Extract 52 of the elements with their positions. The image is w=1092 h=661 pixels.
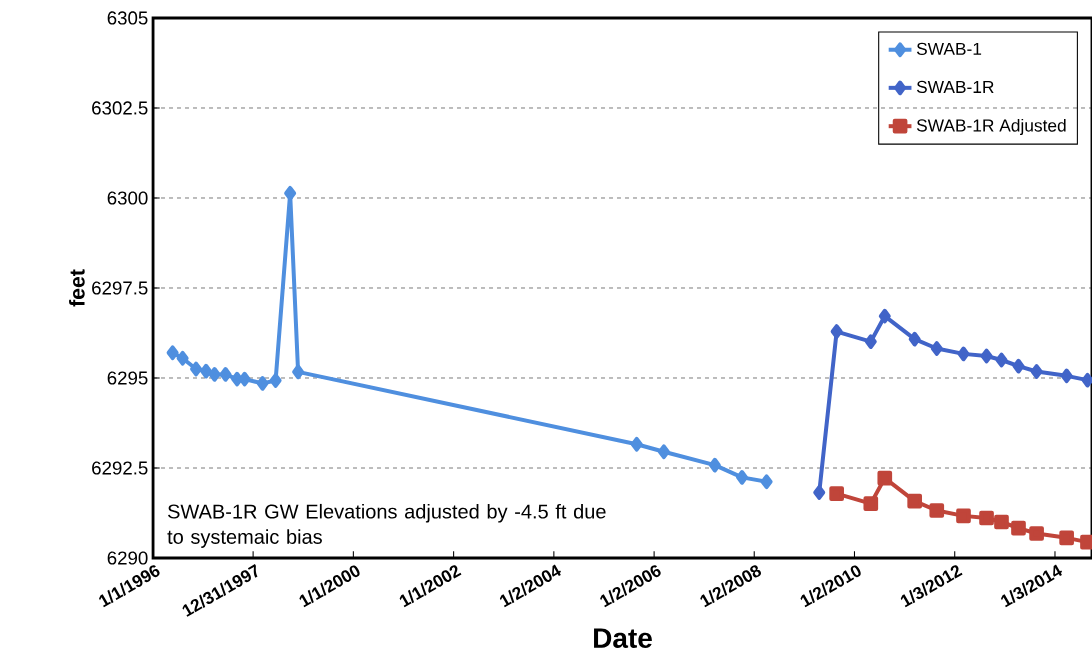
point bbox=[995, 352, 1008, 368]
point bbox=[1030, 364, 1043, 379]
point bbox=[930, 341, 943, 356]
point bbox=[1029, 526, 1044, 541]
legend-label: SWAB-1 bbox=[916, 42, 982, 55]
point bbox=[907, 493, 923, 509]
point bbox=[190, 361, 203, 377]
point bbox=[929, 503, 945, 518]
annotation: SWAB-1R GW Elevations adjusted by -4.5 ft due to systemaic bias bbox=[167, 503, 606, 548]
point bbox=[957, 346, 970, 362]
point bbox=[1060, 368, 1073, 384]
point bbox=[878, 308, 891, 324]
point bbox=[657, 444, 670, 460]
point bbox=[864, 334, 877, 349]
y-axis-title: feet bbox=[69, 269, 85, 307]
point bbox=[166, 345, 179, 361]
point bbox=[630, 436, 643, 452]
point bbox=[980, 348, 993, 364]
point bbox=[200, 363, 213, 379]
point bbox=[238, 371, 251, 387]
point bbox=[736, 470, 749, 485]
point bbox=[1012, 358, 1025, 374]
y-tick-label: 6290 bbox=[107, 551, 148, 565]
point bbox=[708, 457, 721, 473]
point bbox=[994, 514, 1009, 530]
point bbox=[760, 474, 773, 490]
legend-label: SWAB-1R Adjusted bbox=[916, 118, 1066, 136]
point bbox=[1059, 530, 1074, 546]
point bbox=[956, 508, 971, 524]
y-tick-label: 6295 bbox=[107, 371, 148, 385]
point bbox=[269, 373, 282, 388]
point bbox=[176, 350, 189, 366]
y-tick-label: 6300 bbox=[107, 191, 148, 205]
point bbox=[219, 367, 232, 382]
point bbox=[979, 510, 994, 526]
point bbox=[829, 486, 844, 501]
point bbox=[863, 496, 879, 511]
y-tick-label: 6297.5 bbox=[92, 281, 148, 295]
point bbox=[256, 376, 269, 391]
point bbox=[813, 485, 826, 500]
point bbox=[830, 324, 843, 339]
point bbox=[1011, 520, 1026, 536]
y-tick-label: 6305 bbox=[107, 11, 148, 25]
point bbox=[284, 185, 297, 201]
y-tick-label: 6292.5 bbox=[92, 461, 148, 475]
y-tick-label: 6302.5 bbox=[92, 101, 148, 115]
point bbox=[208, 367, 221, 382]
x-axis-title: Date bbox=[594, 628, 652, 649]
point bbox=[877, 470, 893, 486]
legend-label: SWAB-1R bbox=[916, 80, 994, 94]
point bbox=[292, 364, 305, 380]
point bbox=[908, 331, 921, 347]
